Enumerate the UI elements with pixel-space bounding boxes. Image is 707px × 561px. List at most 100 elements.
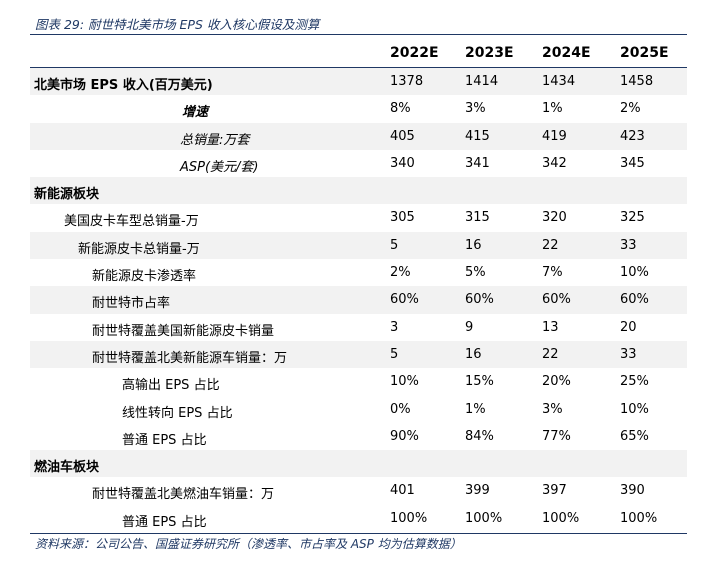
table-cell: 399 (465, 483, 490, 499)
table-cell: 423 (620, 128, 645, 144)
table-row: 耐世特覆盖北美新能源车销量：万 5 16 22 33 (30, 340, 687, 369)
section-label: 燃油车板块 (34, 460, 100, 476)
row-label: 北美市场 EPS 收入(百万美元) (34, 78, 213, 93)
table-cell: 60% (465, 292, 494, 308)
table-cell: 77% (542, 428, 571, 444)
table-cell: 0% (390, 401, 411, 417)
figure-title: 图表 29: 耐世特北美市场 EPS 收入核心假设及测算 (35, 17, 320, 32)
table-row: 新能源板块 (30, 177, 687, 205)
table-cell: 100% (620, 510, 658, 526)
row-label: 线性转向 EPS 占比 (122, 405, 233, 421)
table-cell: 315 (465, 210, 490, 226)
table-row: 新能源皮卡总销量-万 5 16 22 33 (30, 231, 687, 260)
table-cell: 5 (390, 237, 399, 253)
table-row: 燃油车板块 (30, 450, 687, 478)
table-cell: 13 (542, 319, 559, 335)
table-row: 新能源皮卡渗透率 2% 5% 7% 10% (30, 259, 687, 286)
row-label: 普通 EPS 占比 (122, 432, 207, 448)
table-cell: 1458 (620, 74, 654, 89)
table-cell: 10% (620, 401, 649, 417)
data-table: 2022E 2023E 2024E 2025E 北美市场 EPS 收入(百万美元… (30, 36, 687, 532)
table-cell: 415 (465, 128, 490, 144)
row-label: 美国皮卡车型总销量-万 (64, 214, 199, 230)
table-row: 普通 EPS 占比 90% 84% 77% 65% (30, 423, 687, 450)
row-label: 耐世特市占率 (92, 296, 171, 312)
table-cell: 401 (390, 483, 415, 499)
row-label: ASP(美元/套) (180, 159, 259, 175)
table-cell: 405 (390, 128, 415, 144)
table-row: 高输出 EPS 占比 10% 15% 20% 25% (30, 368, 687, 395)
table-cell: 1414 (465, 74, 499, 89)
table-cell: 2% (620, 101, 641, 117)
table-cell: 100% (542, 510, 580, 526)
table-cell: 3% (542, 401, 563, 417)
table-cell: 90% (390, 428, 419, 444)
table-row: 耐世特市占率 60% 60% 60% 60% (30, 286, 687, 314)
bottom-rule (30, 533, 687, 534)
table-row: 普通 EPS 占比 100% 100% 100% 100% (30, 505, 687, 532)
table-row: 耐世特覆盖北美燃油车销量：万 401 399 397 390 (30, 477, 687, 504)
table-cell: 1434 (542, 74, 576, 89)
table-row: 增速 8% 3% 1% 2% (30, 95, 687, 122)
row-label: 耐世特覆盖北美新能源车销量：万 (92, 350, 288, 366)
table-cell: 341 (465, 155, 490, 171)
column-header: 2024E (542, 45, 591, 61)
row-label: 新能源皮卡总销量-万 (78, 241, 200, 257)
table-cell: 60% (390, 292, 419, 308)
table-cell: 100% (465, 510, 503, 526)
column-header: 2023E (465, 45, 514, 61)
table-cell: 33 (620, 237, 637, 253)
table-cell: 10% (620, 265, 649, 281)
row-label: 新能源皮卡渗透率 (92, 269, 197, 285)
row-label: 总销量:万套 (180, 132, 250, 148)
row-label: 增速 (182, 105, 209, 121)
row-label: 耐世特覆盖美国新能源皮卡销量 (92, 323, 275, 339)
table-cell: 60% (542, 292, 571, 308)
table-row: 耐世特覆盖美国新能源皮卡销量 3 9 13 20 (30, 314, 687, 341)
table-cell: 1% (465, 401, 486, 417)
table-cell: 84% (465, 428, 494, 444)
column-header: 2025E (620, 45, 669, 61)
table-row: 美国皮卡车型总销量-万 305 315 320 325 (30, 204, 687, 231)
table-cell: 3 (390, 319, 399, 335)
table-cell: 25% (620, 374, 649, 390)
table-cell: 3% (465, 101, 486, 117)
table-cell: 20 (620, 319, 637, 335)
row-label: 耐世特覆盖北美燃油车销量：万 (92, 487, 275, 503)
row-label: 高输出 EPS 占比 (122, 378, 220, 394)
table-cell: 342 (542, 155, 567, 171)
table-row: 线性转向 EPS 占比 0% 1% 3% 10% (30, 396, 687, 423)
table-cell: 22 (542, 346, 559, 362)
table-cell: 16 (465, 237, 482, 253)
table-cell: 1378 (390, 74, 424, 89)
table-cell: 5 (390, 346, 399, 362)
table-cell: 305 (390, 210, 415, 226)
table-row: 总销量:万套 405 415 419 423 (30, 122, 687, 150)
source-note: 资料来源：公司公告、国盛证券研究所（渗透率、市占率及 ASP 均为估算数据） (35, 537, 462, 551)
table-cell: 1% (542, 101, 563, 117)
table-cell: 397 (542, 483, 567, 499)
table-cell: 5% (465, 265, 486, 281)
table-cell: 22 (542, 237, 559, 253)
table-cell: 9 (465, 319, 474, 335)
table-cell: 7% (542, 265, 563, 281)
table-cell: 15% (465, 374, 494, 390)
section-label: 新能源板块 (34, 187, 100, 203)
table-row: ASP(美元/套) 340 341 342 345 (30, 150, 687, 177)
table-cell: 320 (542, 210, 567, 226)
table-cell: 10% (390, 374, 419, 390)
table-cell: 65% (620, 428, 649, 444)
table-cell: 8% (390, 101, 411, 117)
table-header: 2022E 2023E 2024E 2025E (30, 36, 687, 68)
title-rule (30, 34, 687, 35)
table-cell: 16 (465, 346, 482, 362)
table-cell: 33 (620, 346, 637, 362)
table-cell: 390 (620, 483, 645, 499)
table-row: 北美市场 EPS 收入(百万美元) 1378 1414 1434 1458 (30, 68, 687, 96)
table-cell: 60% (620, 292, 649, 308)
table-cell: 2% (390, 265, 411, 281)
column-header: 2022E (390, 45, 439, 61)
table-cell: 325 (620, 210, 645, 226)
table-cell: 20% (542, 374, 571, 390)
table-cell: 340 (390, 155, 415, 171)
